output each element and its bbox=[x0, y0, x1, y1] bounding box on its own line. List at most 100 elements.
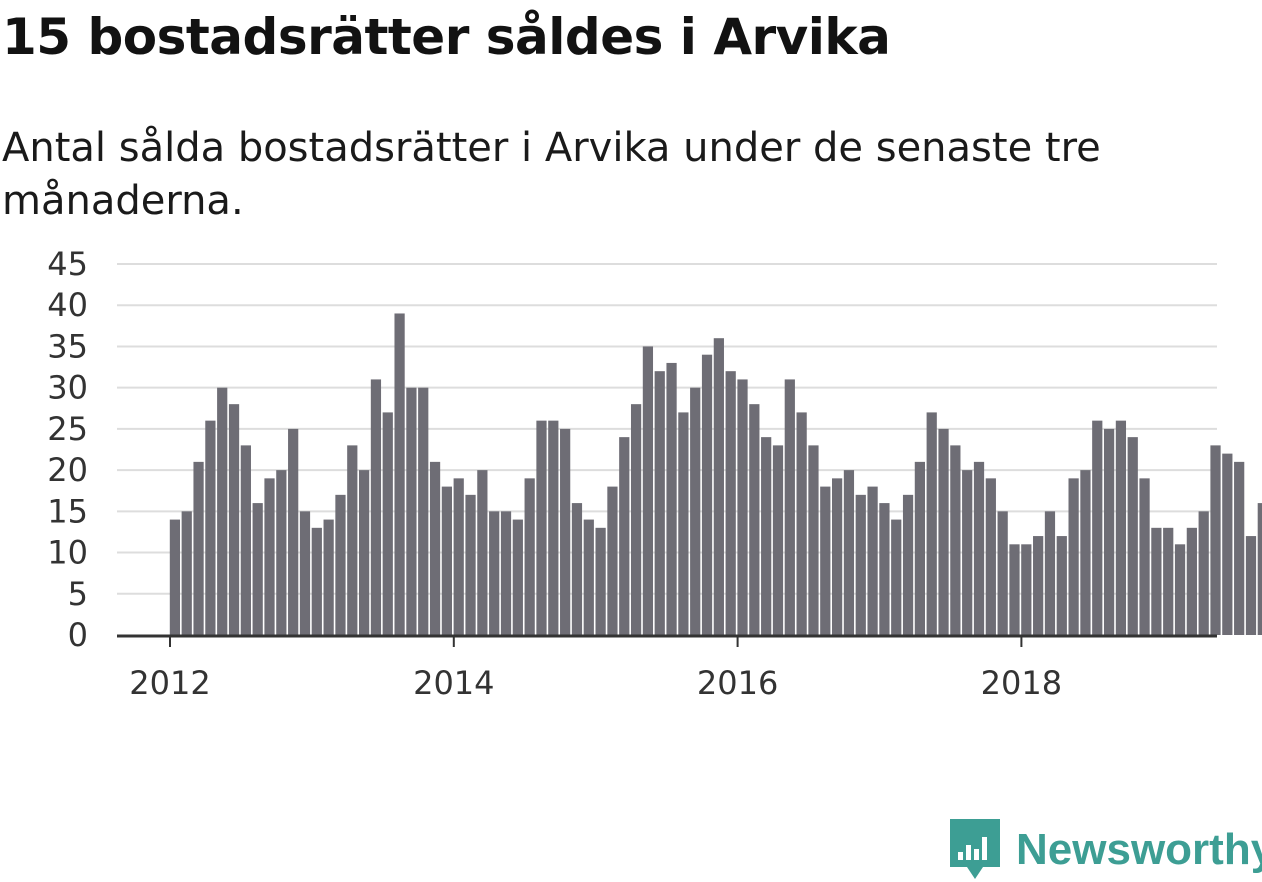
bar bbox=[914, 461, 925, 635]
bar bbox=[441, 486, 452, 635]
y-tick-label: 30 bbox=[47, 369, 88, 407]
bar bbox=[1068, 478, 1079, 635]
bar bbox=[264, 478, 275, 635]
bar bbox=[607, 486, 618, 635]
bar bbox=[678, 412, 689, 635]
bar bbox=[169, 519, 181, 635]
y-tick-label: 35 bbox=[47, 327, 88, 365]
bar bbox=[962, 470, 973, 635]
bar bbox=[855, 494, 866, 635]
bar bbox=[323, 519, 334, 635]
bar bbox=[1245, 536, 1257, 635]
bar bbox=[654, 371, 665, 635]
y-tick-label: 20 bbox=[47, 451, 88, 489]
bar bbox=[1021, 544, 1032, 635]
bar bbox=[1139, 478, 1150, 635]
bar bbox=[832, 478, 843, 635]
y-tick-label: 45 bbox=[47, 245, 88, 283]
bar bbox=[240, 445, 251, 635]
bar bbox=[1234, 461, 1245, 635]
axes: 0510152025303540452012201420162018202020… bbox=[47, 245, 1217, 702]
bar bbox=[666, 362, 677, 635]
bar bbox=[867, 486, 878, 635]
bar bbox=[394, 313, 405, 635]
bar bbox=[1257, 503, 1262, 635]
bar bbox=[382, 412, 393, 635]
bar bbox=[973, 461, 985, 635]
bar bbox=[891, 519, 902, 635]
bar bbox=[193, 461, 204, 635]
bar bbox=[1092, 420, 1103, 635]
brand-name: Newsworthy bbox=[1016, 825, 1262, 874]
bar bbox=[690, 387, 701, 635]
bar bbox=[1163, 527, 1174, 635]
bar bbox=[299, 511, 311, 635]
bar bbox=[1009, 544, 1020, 635]
bar bbox=[512, 519, 523, 635]
y-tick-label: 5 bbox=[68, 575, 88, 613]
bar bbox=[335, 494, 346, 635]
bar bbox=[938, 428, 949, 635]
y-tick-label: 15 bbox=[47, 492, 88, 530]
bar bbox=[1222, 453, 1233, 635]
bar bbox=[453, 478, 464, 635]
bar bbox=[1115, 420, 1127, 635]
bar bbox=[642, 346, 654, 635]
bar bbox=[418, 387, 429, 635]
bar bbox=[619, 437, 630, 635]
bar bbox=[571, 503, 583, 635]
bar bbox=[1080, 470, 1091, 635]
newsworthy-logo-icon bbox=[950, 819, 1000, 879]
bar bbox=[902, 494, 914, 635]
bar bbox=[429, 461, 441, 635]
newsworthy-logo: Newsworthy bbox=[950, 818, 1262, 882]
bar bbox=[725, 371, 736, 635]
bar bbox=[997, 511, 1008, 635]
bar bbox=[950, 445, 961, 635]
bar bbox=[784, 379, 795, 635]
y-tick-label: 10 bbox=[47, 534, 88, 572]
bar bbox=[926, 412, 937, 635]
x-tick-label: 2016 bbox=[697, 664, 778, 702]
bar bbox=[524, 478, 535, 635]
bar bbox=[489, 511, 500, 635]
x-tick-label: 2014 bbox=[413, 664, 494, 702]
bar bbox=[713, 338, 724, 635]
bar bbox=[228, 404, 240, 635]
x-tick-label: 2012 bbox=[129, 664, 210, 702]
y-tick-label: 0 bbox=[68, 616, 88, 654]
bar bbox=[749, 404, 760, 635]
bar bbox=[536, 420, 547, 635]
bar-chart: 0510152025303540452012201420162018202020… bbox=[47, 245, 1262, 702]
bar bbox=[879, 503, 890, 635]
bar bbox=[595, 527, 606, 635]
bar bbox=[359, 470, 370, 635]
bar bbox=[311, 527, 322, 635]
bar bbox=[217, 387, 228, 635]
bar bbox=[1186, 527, 1197, 635]
bar bbox=[560, 428, 571, 635]
bar bbox=[701, 354, 713, 635]
bar bbox=[288, 428, 299, 635]
bar bbox=[583, 519, 594, 635]
bar bbox=[1151, 527, 1162, 635]
y-tick-label: 40 bbox=[47, 286, 88, 324]
bar bbox=[1103, 428, 1115, 635]
bar bbox=[1174, 544, 1186, 635]
bar bbox=[1044, 511, 1056, 635]
bar bbox=[1198, 511, 1209, 635]
chart-subtitle: Antal sålda bostadsrätter i Arvika under… bbox=[2, 125, 1101, 224]
bar bbox=[808, 445, 819, 635]
bar bbox=[465, 494, 476, 635]
bar bbox=[1127, 437, 1138, 635]
bar bbox=[843, 470, 855, 635]
bar bbox=[630, 404, 642, 635]
bar bbox=[737, 379, 748, 635]
bar bbox=[548, 420, 559, 635]
bar bbox=[181, 511, 192, 635]
x-tick-label: 2018 bbox=[981, 664, 1062, 702]
y-tick-label: 25 bbox=[47, 410, 88, 448]
bar bbox=[1056, 536, 1067, 635]
bar bbox=[406, 387, 417, 635]
bar-series bbox=[169, 313, 1262, 635]
